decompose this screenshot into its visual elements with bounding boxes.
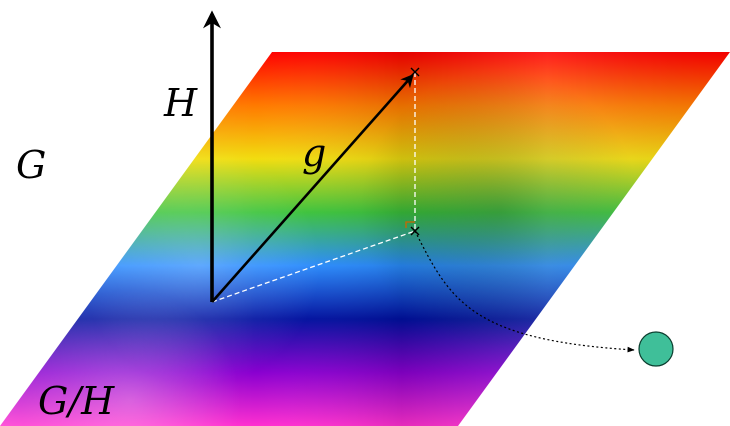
projection-line-base bbox=[211, 230, 416, 303]
group-element-vector bbox=[211, 74, 414, 303]
circle-icon bbox=[638, 331, 674, 367]
right-angle-mark bbox=[405, 221, 415, 228]
subgroup-axis-label: H bbox=[163, 81, 198, 125]
cross-icon bbox=[410, 67, 420, 77]
plane-texture-corner bbox=[0, 52, 730, 426]
quotient-mapping-path bbox=[414, 230, 635, 353]
quotient-plane bbox=[0, 52, 730, 426]
quotient-space-label: G/H bbox=[38, 379, 115, 423]
ambient-space-label: G bbox=[16, 143, 46, 187]
group-element-label: g bbox=[302, 131, 326, 175]
